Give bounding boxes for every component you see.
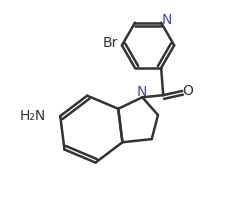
Text: Br: Br [103, 36, 118, 50]
Text: N: N [161, 13, 172, 27]
Text: H₂N: H₂N [19, 109, 46, 123]
Text: O: O [183, 84, 193, 98]
Text: N: N [137, 85, 148, 99]
